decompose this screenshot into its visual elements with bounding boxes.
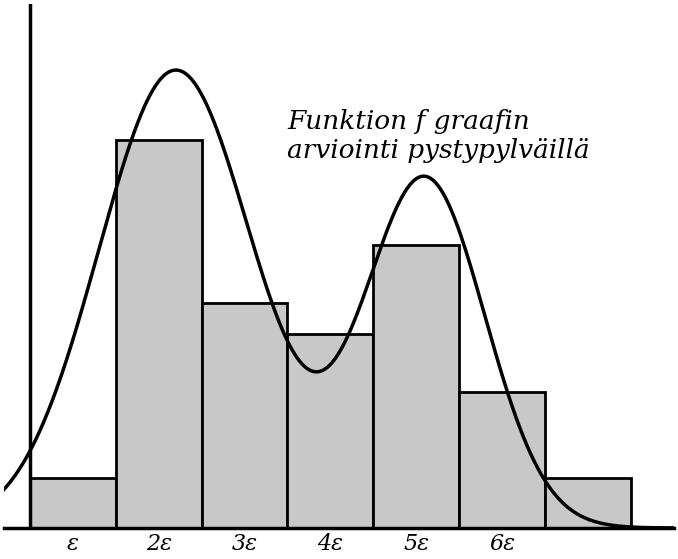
Bar — [374, 245, 459, 528]
Bar — [201, 303, 287, 528]
Bar — [116, 140, 201, 528]
Bar — [545, 477, 631, 528]
Bar — [30, 477, 116, 528]
Text: Funktion f graafin
arviointi pystypylväillä: Funktion f graafin arviointi pystypylväi… — [287, 109, 590, 163]
Bar — [287, 334, 374, 528]
Bar — [459, 392, 545, 528]
